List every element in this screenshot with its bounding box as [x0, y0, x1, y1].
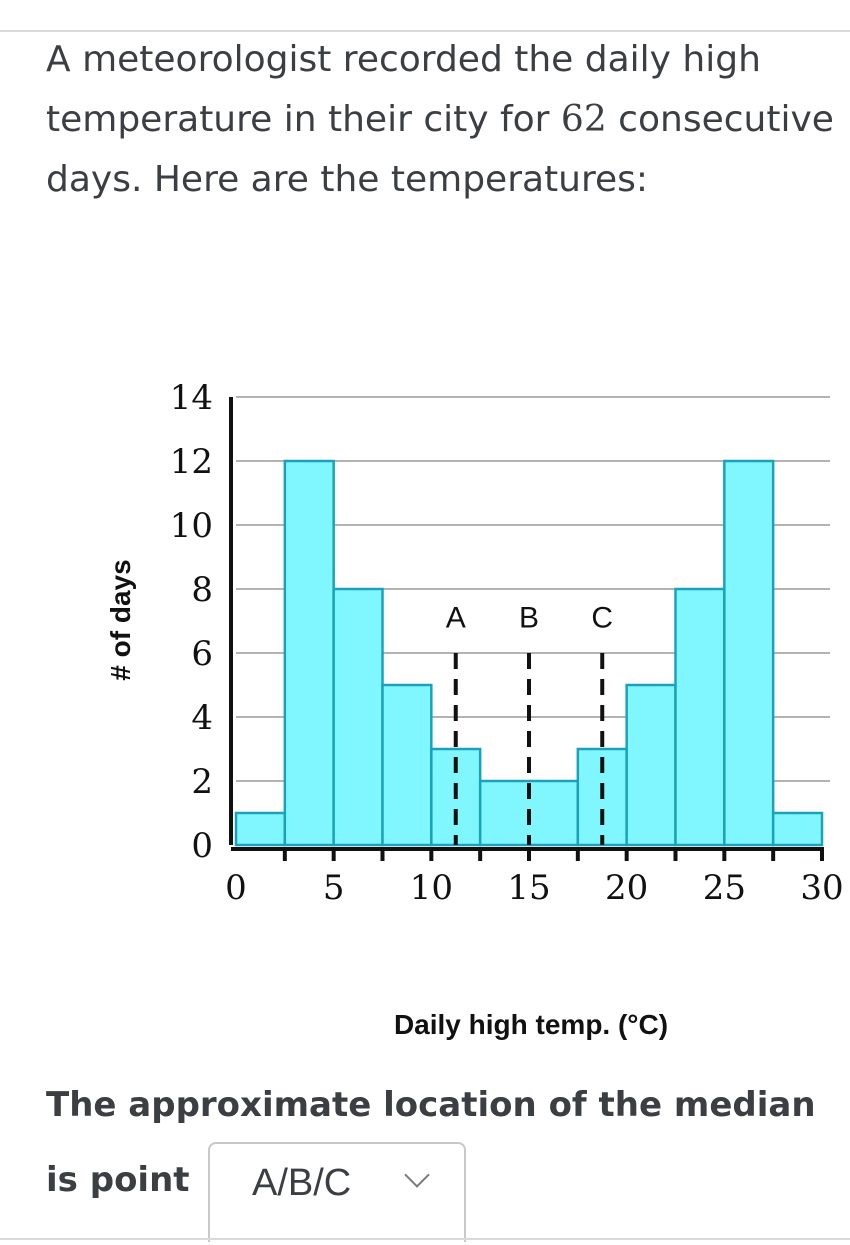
histogram-bar	[381, 683, 433, 847]
bottom-divider	[0, 1238, 850, 1240]
histogram-bar	[625, 683, 677, 847]
median-prompt: The approximate location of the median	[46, 1085, 816, 1125]
x-tick-label: 10	[410, 868, 453, 908]
x-tick-label: 25	[703, 868, 746, 908]
median-prompt-continued: is point	[46, 1160, 190, 1200]
histogram-bar	[234, 811, 287, 847]
y-tick-label: 8	[191, 570, 213, 610]
histogram-bar	[771, 811, 824, 847]
answer-dropdown[interactable]: A/B/C	[208, 1142, 466, 1242]
x-tick-label: 20	[605, 868, 648, 908]
x-tick-label: 5	[323, 868, 345, 908]
y-tick-label: 12	[170, 442, 213, 482]
question-text-start: A meteorologist recorded the daily high …	[46, 39, 761, 140]
marker-label-b: B	[519, 601, 539, 634]
histogram-bar	[674, 587, 726, 847]
chevron-down-icon	[404, 1162, 430, 1188]
y-tick-label: 2	[191, 762, 213, 802]
day-count: 62	[560, 99, 607, 140]
question-text: A meteorologist recorded the daily high …	[46, 30, 836, 210]
y-axis-label: # of days	[105, 559, 136, 680]
histogram-chart: 0 2 4 6 8 10 12 14 0 5 10 15 20 25 30 A B C Daily high tem…	[105, 378, 844, 1040]
histogram-bar	[332, 587, 384, 847]
histogram-bar	[283, 459, 335, 847]
y-tick-label: 4	[191, 698, 213, 738]
y-tick-label: 14	[170, 378, 213, 418]
x-axis-label: Daily high temp. (°C)	[394, 1009, 668, 1040]
marker-label-c: C	[591, 601, 613, 634]
question-text-end: consecutive days. Here are the temperatu…	[46, 99, 834, 200]
x-tick-label: 15	[507, 868, 550, 908]
y-tick-label: 6	[191, 634, 213, 674]
x-tick-label: 30	[800, 868, 843, 908]
x-tick-label: 0	[225, 868, 247, 908]
marker-label-a: A	[446, 601, 466, 634]
answer-dropdown-value: A/B/C	[252, 1162, 352, 1204]
histogram-bar	[723, 459, 775, 847]
y-tick-label: 10	[170, 506, 213, 546]
top-divider	[0, 30, 850, 32]
y-tick-label: 0	[191, 826, 213, 866]
